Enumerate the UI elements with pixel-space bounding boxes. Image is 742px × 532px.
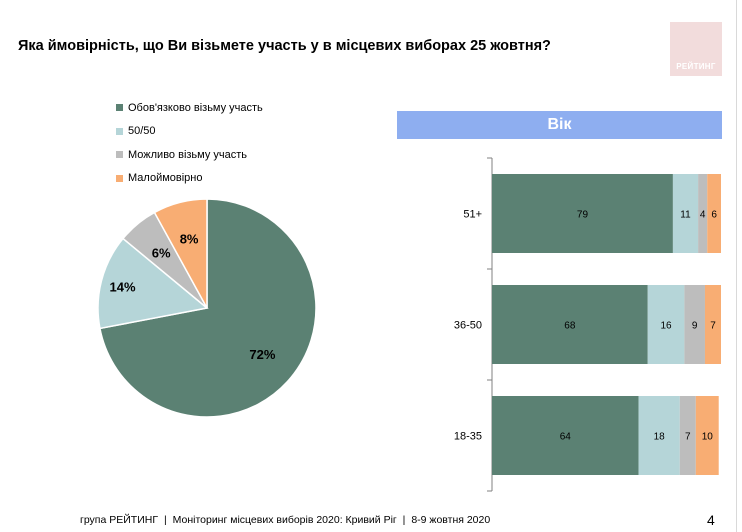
category-label: 51+ [463, 209, 482, 221]
pie-label-unlikely: 8% [180, 231, 199, 246]
footer-separator: | [163, 514, 167, 526]
bar-segment-maybe [684, 285, 705, 364]
pie-slice-fifty-fifty [97, 237, 209, 330]
pie-label-definitely: 72% [249, 347, 275, 362]
legend-label-maybe: Можливо візьму участь [128, 148, 248, 161]
legend-swatch-fifty-fifty [116, 127, 123, 135]
legend-item-maybe: Можливо візьму участь [116, 143, 263, 167]
chart-legend: Обов'язково візьму участь 50/50 Можливо … [116, 96, 263, 190]
bar-segment-maybe [679, 396, 696, 475]
bar-value-label: 9 [692, 321, 698, 332]
page-number: 4 [707, 512, 715, 528]
legend-label-fifty-fifty: 50/50 [128, 125, 156, 138]
bar-value-label: 79 [577, 210, 589, 221]
bar-value-label: 68 [564, 321, 576, 332]
bar-segment-definitely [492, 285, 648, 364]
legend-label-unlikely: Малоймовірно [128, 172, 203, 185]
legend-label-definitely: Обов'язково візьму участь [128, 101, 263, 114]
logo-text: РЕЙТИНГ [676, 62, 716, 71]
footer: група РЕЙТИНГ | Моніторинг місцевих вибо… [80, 514, 490, 526]
bar-segment-definitely [492, 396, 639, 475]
bar-value-label: 7 [710, 321, 716, 332]
category-label: 18-35 [454, 431, 482, 443]
pie-label-maybe: 6% [152, 246, 171, 261]
bar-value-label: 16 [660, 321, 672, 332]
bar-segment-fifty-fifty [647, 285, 685, 364]
pie-label-fifty-fifty: 14% [110, 279, 136, 294]
legend-item-unlikely: Малоймовірно [116, 167, 263, 191]
footer-dates: 8-9 жовтня 2020 [411, 514, 491, 526]
footer-project: Моніторинг місцевих виборів 2020: Кривий… [172, 514, 397, 526]
legend-swatch-definitely [116, 104, 123, 112]
footer-separator: | [402, 514, 406, 526]
bar-segment-fifty-fifty [638, 396, 680, 475]
bar-segment-unlikely [695, 396, 719, 475]
page-title: Яка ймовірність, що Ви візьмете участь у… [18, 38, 551, 54]
category-label: 36-50 [454, 320, 482, 332]
age-panel-header: Вік [397, 111, 722, 139]
bar-value-label: 10 [702, 432, 714, 443]
pie-slice-unlikely [153, 198, 208, 309]
bar-segment-unlikely [704, 285, 721, 364]
footer-org: група РЕЙТИНГ [80, 514, 159, 526]
rating-logo: РЕЙТИНГ [670, 22, 722, 76]
legend-item-fifty-fifty: 50/50 [116, 120, 263, 144]
bar-segment-unlikely [707, 174, 721, 253]
bar-value-label: 4 [700, 210, 706, 221]
bar-segment-fifty-fifty [672, 174, 699, 253]
bar-value-label: 64 [560, 432, 572, 443]
bar-value-label: 11 [680, 210, 691, 221]
bar-segment-definitely [492, 174, 673, 253]
legend-swatch-maybe [116, 151, 123, 159]
slide-border [736, 0, 737, 532]
legend-item-definitely: Обов'язково візьму участь [116, 96, 263, 120]
bar-value-label: 7 [685, 432, 691, 443]
bar-segment-maybe [698, 174, 708, 253]
bar-value-label: 6 [711, 210, 717, 221]
bar-value-label: 18 [654, 432, 666, 443]
legend-swatch-unlikely [116, 174, 123, 182]
